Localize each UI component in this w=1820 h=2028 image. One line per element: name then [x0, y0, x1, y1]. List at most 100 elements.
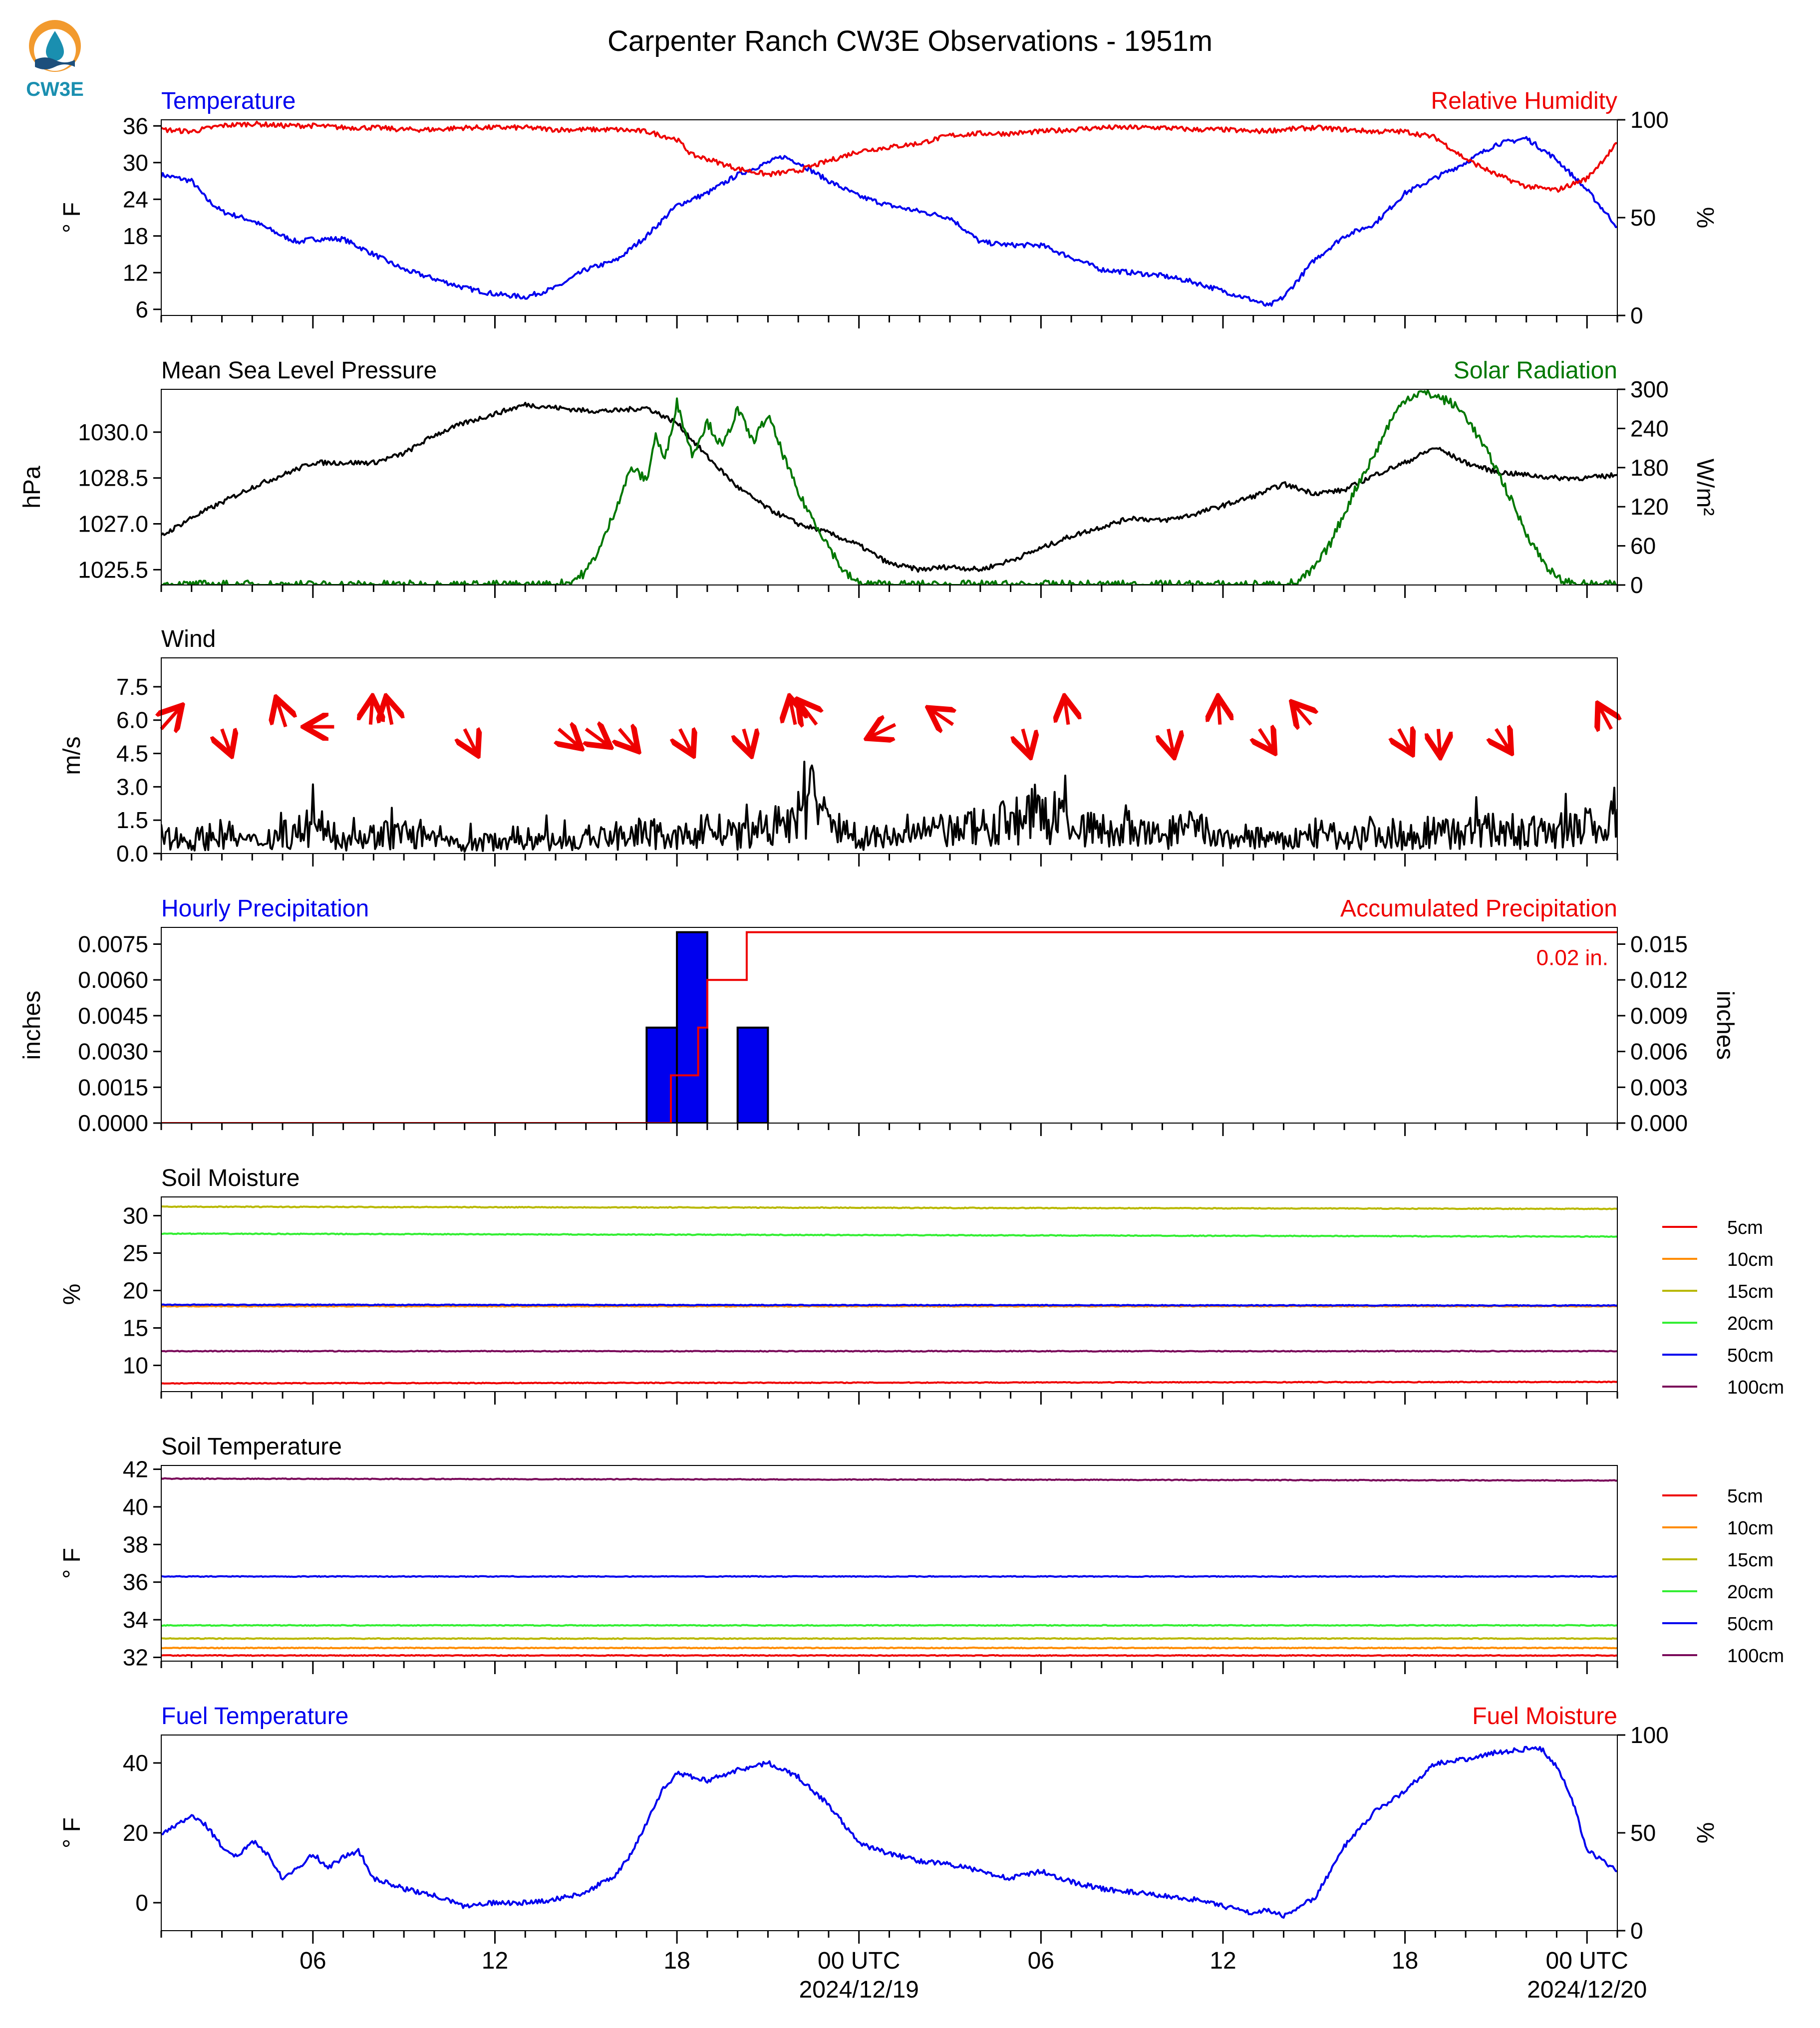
wind-arrow [619, 729, 636, 749]
series-line-0 [161, 402, 1617, 573]
panel-temp_rh: Temperature Relative Humidity 6 12 18 24 30 36 0… [59, 88, 1718, 328]
series-line-20cm [161, 1624, 1617, 1627]
ytick-label: 0.0 [116, 841, 148, 867]
wind-arrow [680, 729, 691, 753]
series-line-1 [161, 389, 1617, 585]
panel-wind: Wind 0.0 1.5 3.0 4.5 6.0 7.5 m/s [59, 626, 1617, 867]
logo-drop-icon [46, 31, 64, 61]
ytick-right-label: 180 [1630, 455, 1669, 481]
ytick-right-label: 0.003 [1630, 1074, 1688, 1100]
time-axis: 06 12 18 00 UTC 06 12 18 00 UTC 2024/12/19 2024/1… [300, 1948, 1647, 2003]
panel-soil_moisture: Soil Moisture1015202530%5cm10cm15cm20cm5… [59, 1165, 1784, 1405]
ytick-label: 32 [123, 1644, 148, 1670]
xtick-label: 18 [663, 1948, 690, 1974]
wind-arrow [744, 729, 750, 753]
plot-area [161, 1205, 1617, 1385]
ylabel: % [59, 1284, 85, 1305]
ylabel: hPa [19, 466, 45, 509]
panel-fuel: Fuel Temperature Fuel Moisture 0 20 40 0 50 100… [59, 1703, 1718, 1944]
legend: 5cm 10cm 15cm 20cm 50cm 100cm [1662, 1217, 1784, 1398]
panel-title-right: Relative Humidity [1431, 88, 1617, 114]
ytick-label: 42 [123, 1456, 148, 1482]
ytick-label: 0.0030 [78, 1039, 148, 1065]
plot-area [161, 761, 1617, 853]
ytick-label: 40 [123, 1750, 148, 1776]
panel-title-left: Soil Temperature [161, 1434, 342, 1460]
precip-bar [736, 1026, 769, 1123]
ytick-label: 3.0 [116, 774, 148, 800]
series-line-10cm [161, 1646, 1617, 1650]
ytick-label: 36 [123, 1569, 148, 1595]
panel-title-left: Mean Sea Level Pressure [161, 357, 437, 384]
ytick-label: 10 [123, 1353, 148, 1379]
panel-title-left: Fuel Temperature [161, 1703, 348, 1730]
plot-area [161, 1477, 1617, 1657]
ytick-label: 40 [123, 1494, 148, 1520]
ytick-label: 1030.0 [78, 419, 148, 445]
ylabel: ° F [59, 1817, 85, 1848]
ytick-label: 1028.5 [78, 465, 148, 491]
series-line-5cm [161, 1654, 1617, 1657]
wind-arrow [871, 725, 897, 737]
ytick-right-label: 120 [1630, 494, 1669, 520]
ytick-label: 15 [123, 1315, 148, 1341]
ytick-label: 0.0015 [78, 1074, 148, 1100]
date-label: 2024/12/20 [1527, 1977, 1647, 2003]
series-line-15cm [161, 1637, 1617, 1640]
ytick-label: 1.5 [116, 807, 148, 833]
ytick-label: 34 [123, 1607, 148, 1633]
date-label: 2024/12/19 [799, 1977, 919, 2003]
ytick-right-label: 100 [1630, 1722, 1669, 1748]
ytick-right-label: 100 [1630, 107, 1669, 133]
ylabel: inches [19, 991, 45, 1060]
ylabel: ° F [59, 202, 85, 233]
legend-label: 15cm [1727, 1550, 1774, 1571]
ytick-label: 12 [123, 260, 148, 286]
wind-arrow [1259, 729, 1273, 750]
ytick-label: 6 [135, 296, 148, 322]
ytick-label: 36 [123, 113, 148, 139]
legend-label: 100cm [1727, 1646, 1784, 1667]
ytick-label: 20 [123, 1278, 148, 1304]
ytick-label: 0.0060 [78, 967, 148, 993]
legend: 5cm 10cm 15cm 20cm 50cm 100cm [1662, 1486, 1784, 1667]
ytick-right-label: 240 [1630, 415, 1669, 441]
accum-annotation: 0.02 in. [1536, 945, 1608, 970]
plot-area [161, 931, 1617, 1123]
ytick-label: 30 [123, 1203, 148, 1229]
wind-arrow [931, 710, 953, 724]
ytick-label: 0 [135, 1890, 148, 1916]
cw3e-logo: CW3E [26, 20, 84, 100]
panel-title-left: Soil Moisture [161, 1165, 300, 1191]
ytick-right-label: 0.015 [1630, 931, 1688, 957]
xtick-label: 06 [300, 1948, 326, 1974]
ytick-right-label: 0 [1630, 1918, 1643, 1944]
ytick-right-label: 0 [1630, 302, 1643, 328]
series-line-50cm [161, 1303, 1617, 1307]
series-line-5cm [161, 1380, 1617, 1385]
ytick-label: 0.0000 [78, 1110, 148, 1136]
ylabel-right: % [1692, 1822, 1718, 1844]
legend-label: 50cm [1727, 1345, 1774, 1366]
series-line-50cm [161, 1575, 1617, 1578]
panel-title-right: Fuel Moisture [1472, 1703, 1617, 1730]
panels: Temperature Relative Humidity 6 12 18 24 30 36 0… [19, 88, 1784, 1944]
ylabel-right: inches [1712, 991, 1738, 1060]
wind-arrow [465, 729, 476, 753]
xtick-label: 12 [482, 1948, 508, 1974]
wind-arrow [559, 729, 579, 746]
xtick-label: 18 [1392, 1948, 1418, 1974]
panel-precip: Hourly Precipitation Accumulated Precipit… [19, 895, 1738, 1136]
plot-area [161, 389, 1617, 585]
panel-title-right: Accumulated Precipitation [1340, 895, 1617, 922]
panel-pressure_solar: Mean Sea Level Pressure Solar Radiation 10… [19, 357, 1718, 598]
logo-text: CW3E [26, 78, 84, 100]
ytick-label: 4.5 [116, 741, 148, 767]
plot-area [161, 120, 1617, 307]
ylabel-right: W/m² [1692, 459, 1718, 516]
xtick-label: 06 [1028, 1948, 1054, 1974]
wind-arrow [1438, 729, 1440, 754]
legend-label: 10cm [1727, 1249, 1774, 1270]
wind-arrow [222, 729, 231, 753]
xtick-label: 00 UTC [818, 1948, 900, 1974]
